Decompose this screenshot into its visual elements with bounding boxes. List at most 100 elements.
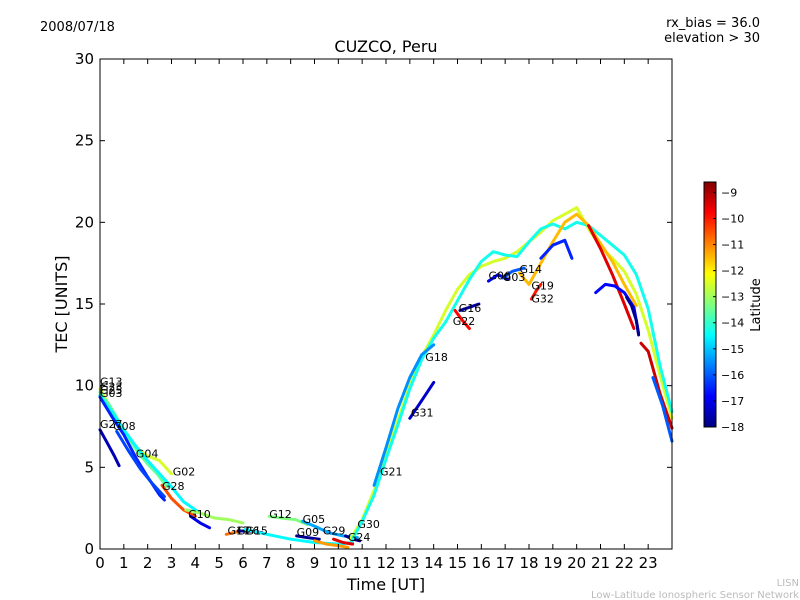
x-tick-label-20: 20 (567, 554, 586, 572)
prn-label-8: G28 (162, 480, 185, 493)
series-2 (98, 394, 202, 515)
colorbar-ticks: −9 −10 −11 −12 −13 −14 −15 −16 −17 −18 (713, 186, 744, 434)
series-7 (184, 508, 245, 525)
series-4 (98, 428, 121, 468)
prn-label-3: G03 (100, 387, 123, 400)
series-25 (501, 266, 526, 280)
colorbar-gradient (703, 181, 717, 428)
elevation-label: elevation > 30 (664, 31, 760, 46)
series-6 (160, 483, 197, 518)
x-tick-label-14: 14 (424, 554, 443, 572)
colorbar-tick-label-2: −11 (721, 239, 744, 252)
prn-label-9: G10 (188, 508, 211, 521)
colorbar: −9 −10 −11 −12 −13 −14 −15 −16 −17 −18 Latitude (703, 181, 764, 434)
watermark-long: Low-Latitude Ionospheric Sensor Network (591, 590, 799, 600)
y-tick-label-6: 30 (75, 50, 94, 68)
x-tick-label-2: 2 (143, 554, 153, 572)
colorbar-tick-label-9: −18 (721, 421, 744, 434)
x-tick-label-4: 4 (191, 554, 201, 572)
chart-title: CUZCO, Peru (334, 37, 437, 56)
watermark-short: LISN (777, 578, 799, 589)
colorbar-tick-label-0: −9 (721, 186, 737, 199)
prn-label-5: G08 (113, 420, 136, 433)
prn-label-23: G16 (459, 302, 482, 315)
x-tick-label-15: 15 (448, 554, 467, 572)
prn-label-15: G09 (297, 526, 320, 539)
x-tick-label-0: 0 (95, 554, 105, 572)
series-23 (458, 302, 481, 312)
date-label: 2008/07/18 (40, 20, 115, 35)
prn-label-11: G26 (237, 524, 260, 537)
series-28 (587, 224, 636, 330)
x-tick-label-6: 6 (238, 554, 248, 572)
prn-label-6: G04 (136, 448, 159, 461)
prn-label-24: G06 (489, 270, 512, 283)
y-tick-label-2: 10 (75, 377, 94, 395)
colorbar-tick-label-5: −14 (721, 317, 744, 330)
prn-label-28: G32 (531, 292, 554, 305)
series-33 (651, 376, 674, 443)
series-8 (189, 514, 212, 530)
series-26 (518, 212, 638, 308)
prn-label-10: G17 (228, 524, 251, 537)
plot-marks (98, 206, 674, 549)
prn-label-4: G27 (100, 418, 123, 431)
prn-label-26: G14 (520, 263, 543, 276)
prn-label-27: G19 (531, 279, 554, 292)
colorbar-tick-label-1: −10 (721, 212, 744, 225)
series-31 (625, 296, 641, 337)
series-11 (243, 527, 355, 546)
series-29 (539, 238, 574, 260)
prn-label-12: G15 (245, 524, 268, 537)
series-18 (348, 206, 674, 541)
series-20 (372, 343, 436, 487)
prn-label-25: G03 (503, 271, 526, 284)
series-32 (639, 341, 674, 430)
y-tick-label-3: 15 (75, 295, 94, 313)
y-axis-label: TEC [UNITS] (52, 256, 71, 354)
x-tick-label-22: 22 (615, 554, 634, 572)
x-tick-label-18: 18 (519, 554, 538, 572)
x-tick-label-19: 19 (543, 554, 562, 572)
prn-label-2: G25 (100, 384, 123, 397)
x-tick-label-13: 13 (400, 554, 419, 572)
colorbar-tick-label-7: −16 (721, 369, 744, 382)
x-tick-label-12: 12 (376, 554, 395, 572)
prn-label-17: G30 (357, 518, 380, 531)
y-tick-label-1: 5 (84, 458, 94, 476)
x-tick-label-11: 11 (353, 554, 372, 572)
x-tick-label-9: 9 (310, 554, 320, 572)
colorbar-tick-label-4: −13 (721, 291, 744, 304)
prn-label-0: G13 (100, 376, 123, 389)
colorbar-tick-label-8: −17 (721, 395, 744, 408)
x-tick-label-16: 16 (472, 554, 491, 572)
x-axis-label: Time [UT] (346, 575, 425, 594)
x-tick-label-10: 10 (329, 554, 348, 572)
y-tick-label-5: 25 (75, 132, 94, 150)
prn-label-14: G05 (303, 513, 326, 526)
x-tick-label-23: 23 (639, 554, 658, 572)
y-tick-label-0: 0 (84, 540, 94, 558)
series-3 (98, 395, 166, 502)
colorbar-tick-label-6: −15 (721, 343, 744, 356)
x-tick-label-21: 21 (591, 554, 610, 572)
y-tick-label-4: 20 (75, 213, 94, 231)
x-tick-label-5: 5 (214, 554, 224, 572)
x-tick-label-8: 8 (286, 554, 296, 572)
series-21 (408, 380, 436, 420)
colorbar-tick-label-3: −12 (721, 265, 744, 278)
rx-bias-label: rx_bias = 36.0 (666, 16, 760, 31)
x-tick-label-17: 17 (496, 554, 515, 572)
x-tick-label-3: 3 (167, 554, 177, 572)
prn-label-7: G02 (173, 466, 196, 479)
prn-label-13: G12 (269, 508, 292, 521)
prn-label-19: G21 (380, 466, 403, 479)
x-tick-label-1: 1 (119, 554, 129, 572)
colorbar-label: Latitude (749, 278, 764, 332)
series-5 (115, 429, 166, 499)
series-19 (351, 220, 674, 541)
series-16 (332, 537, 355, 546)
prn-label-21: G18 (425, 351, 448, 364)
prn-label-18: G24 (348, 531, 371, 544)
